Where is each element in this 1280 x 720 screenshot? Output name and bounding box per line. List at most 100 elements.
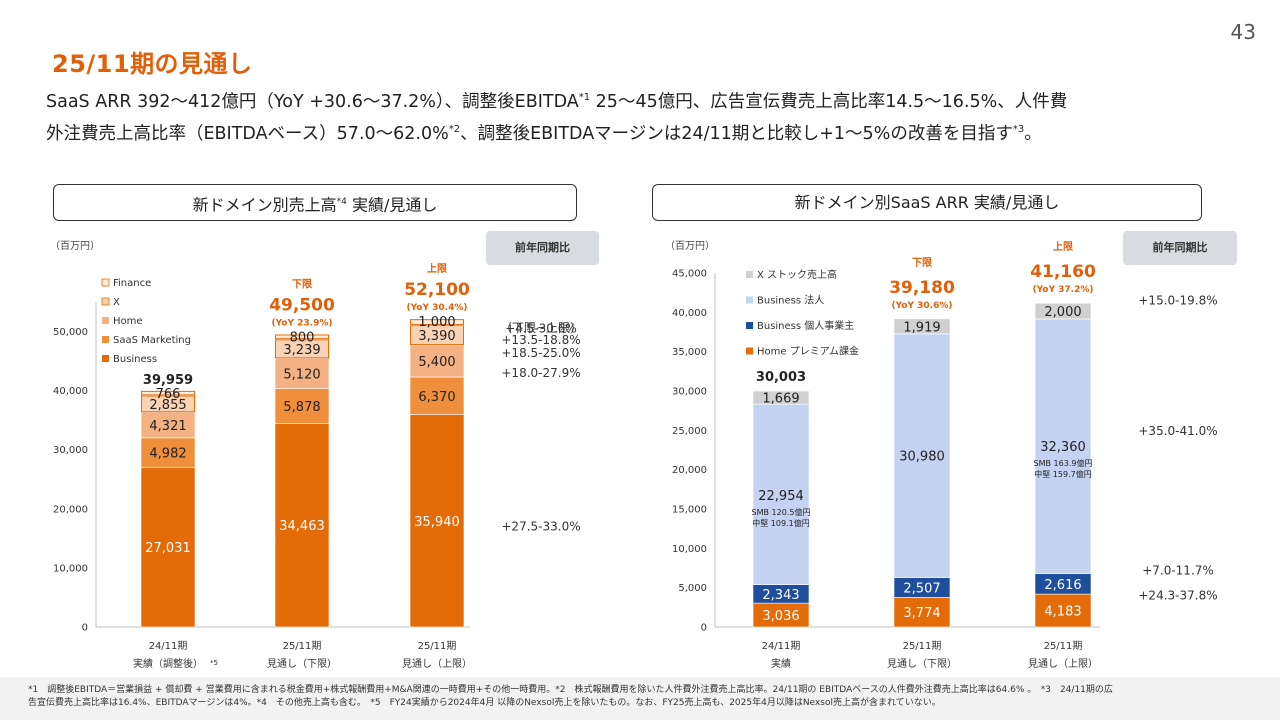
bar-value-label: 27,031 <box>145 541 191 556</box>
bar-total-label: 30,003 <box>756 370 806 385</box>
y-tick-label: 15,000 <box>672 505 707 516</box>
x-category-sublabel: 見通し（上限） <box>1028 658 1098 670</box>
legend-swatch <box>101 278 110 287</box>
x-category-label: 25/11期 <box>418 640 457 652</box>
bar-sublabel: SMB 120.5億円 <box>752 507 811 517</box>
footnote-line: *1 調整後EBITDA＝営業損益 + 償却費 + 営業費用に含まれる税金費用+… <box>28 685 1113 695</box>
yoy-range-label: +13.5-18.8% <box>501 333 580 347</box>
bar-segment <box>1034 593 1092 628</box>
revenue-panel-title: 新ドメイン別売上高*4 実績/見通し <box>53 184 577 221</box>
y-tick-label: 10,000 <box>672 544 707 555</box>
y-tick-label: 20,000 <box>53 504 88 515</box>
bar-segment <box>752 403 810 585</box>
bar-segment-outline <box>275 334 329 340</box>
footnote-mark: *5 <box>210 659 218 667</box>
x-category-label: 24/11期 <box>149 640 188 652</box>
bar-value-label: 1,000 <box>418 315 455 330</box>
x-category-label: 24/11期 <box>762 640 801 652</box>
bar-segment <box>274 388 330 424</box>
bar-segment <box>274 423 330 628</box>
bar-value-label: 22,954 <box>758 489 804 504</box>
bar-segment <box>893 333 951 578</box>
x-category-sublabel: 実績（調整後） <box>133 657 203 670</box>
bar-value-label: 2,343 <box>762 588 799 603</box>
bar-value-label: 800 <box>290 331 315 346</box>
bar-sublabel: 中堅 109.1億円 <box>752 518 809 528</box>
revenue-panel-title-text-b: 実績/見通し <box>346 195 438 215</box>
revenue-chart: 0 10,000 20,000 30,000 40,000 50,000 27,031 4,9… <box>53 262 582 670</box>
bar-sublabel: 中堅 159.7億円 <box>1034 469 1091 479</box>
footnote-line: 告宣伝費売上高比率は16.4%、EBITDAマージンは4%。*4 その他売上高も… <box>28 698 941 708</box>
x-category-sublabel: 見通し（上限） <box>402 658 472 670</box>
bar-segment-outline <box>141 390 195 396</box>
legend-swatch <box>746 322 753 329</box>
total-tag: 上限 <box>427 262 448 275</box>
page-subtitle: SaaS ARR 392〜412億円（YoY +30.6〜37.2%）、調整後E… <box>46 84 1067 148</box>
legend-swatch <box>102 355 109 362</box>
y-tick-label: 50,000 <box>53 327 88 338</box>
total-tag: 下限 <box>912 257 933 269</box>
x-category-label: 25/11期 <box>903 640 942 652</box>
bar-segment <box>274 358 330 389</box>
y-tick-label: 25,000 <box>672 426 707 437</box>
bar-value-label: 1,919 <box>903 320 940 335</box>
legend-swatch <box>102 317 109 324</box>
y-tick-label: 10,000 <box>53 563 88 574</box>
subtitle-text: 。 <box>1024 123 1042 144</box>
x-category-sublabel: 見通し（下限） <box>887 658 957 670</box>
subtitle-text: 25〜45億円、広告宣伝費売上高比率14.5〜16.5%、人件費 <box>590 91 1068 112</box>
bar-value-label: 2,507 <box>903 581 940 596</box>
bar-value-label: 3,239 <box>283 343 320 358</box>
yoy-range-label: （下限~上限） <box>500 321 582 335</box>
legend-label: Business <box>113 354 157 365</box>
bar-segment <box>140 411 196 439</box>
bar-segment-outline <box>141 395 195 413</box>
bar-value-label: 1,669 <box>762 392 799 407</box>
legend-label: Business 個人事業主 <box>757 319 854 332</box>
y-tick-label: 30,000 <box>53 445 88 456</box>
bar-value-label: 766 <box>156 387 181 402</box>
yoy-range-label: +7.0-11.7% <box>1142 563 1214 577</box>
legend-swatch <box>102 336 109 343</box>
bar-value-label: 4,183 <box>1044 605 1081 620</box>
legend-label: SaaS Marketing <box>113 335 191 346</box>
legend-label: X ストック売上高 <box>757 268 837 281</box>
arr-panel-title: 新ドメイン別SaaS ARR 実績/見通し <box>652 184 1202 221</box>
bar-value-label: 2,000 <box>1044 305 1081 320</box>
bar-value-label: 4,321 <box>149 419 186 434</box>
bar-value-label: 5,120 <box>283 367 320 382</box>
bar-segment <box>1034 302 1092 320</box>
y-tick-label: 0 <box>82 623 88 634</box>
y-tick-label: 0 <box>701 623 707 634</box>
total-tag: 上限 <box>1053 240 1074 253</box>
bar-value-label: 4,982 <box>149 447 186 462</box>
bar-segment-outline <box>410 325 464 346</box>
revenue-panel-title-text: 新ドメイン別売上高 <box>192 195 337 215</box>
x-category-sublabel: 実績 <box>771 657 791 670</box>
bar-total-label: 52,100 <box>404 280 470 300</box>
footer-band <box>0 677 1280 720</box>
legend-swatch <box>101 297 110 306</box>
yoy-range-label: +35.0-41.0% <box>1138 424 1217 438</box>
bar-segment-outline <box>410 319 464 326</box>
bar-segment <box>140 466 196 628</box>
legend-label: Home プレミアム課金 <box>757 345 859 358</box>
y-tick-label: 35,000 <box>672 347 707 358</box>
legend-label: X <box>113 297 120 308</box>
bar-value-label: 5,400 <box>418 355 455 370</box>
legend-label: Business 法人 <box>757 294 824 307</box>
yoy-range-label: +24.3-37.8% <box>1138 589 1217 603</box>
bar-value-label: 3,036 <box>762 609 799 624</box>
bar-value-label: 32,360 <box>1040 440 1086 455</box>
legend-label: Finance <box>113 278 151 289</box>
revenue-yoy-header: 前年同期比 <box>486 231 599 265</box>
y-tick-label: 20,000 <box>672 465 707 476</box>
yoy-range-label: +27.5-33.0% <box>501 520 580 534</box>
bar-total-label: 39,180 <box>889 278 955 298</box>
yoy-range-label: +18.5-25.0% <box>501 346 580 360</box>
bar-segment <box>893 318 951 335</box>
bar-segment <box>1034 318 1092 574</box>
yoy-range-label: +18.0-27.9% <box>501 366 580 380</box>
bar-value-label: 3,774 <box>903 606 940 621</box>
bar-segment <box>409 414 465 628</box>
